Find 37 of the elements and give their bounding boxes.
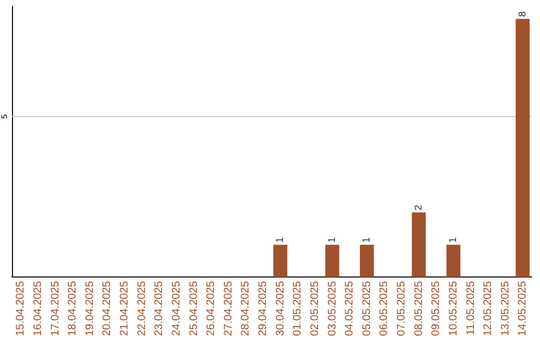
x-tick-label: 16.04.2025 [32, 280, 44, 336]
x-tick-label: 15.04.2025 [14, 280, 27, 336]
data-label: 1 [275, 236, 286, 243]
x-tick-label: 17.04.2025 [49, 280, 62, 336]
ref-line-label: 5 [0, 114, 10, 119]
x-tick-label: 07.05.2025 [396, 280, 408, 336]
data-label: 8 [517, 10, 528, 17]
x-tick-label: 19.04.2025 [84, 280, 96, 336]
x-tick-label: 21.04.2025 [118, 280, 131, 336]
x-tick-label: 10.05.2025 [447, 280, 460, 336]
x-tick-label: 24.04.2025 [170, 280, 182, 336]
x-tick-label: 30.04.2025 [274, 280, 286, 336]
x-tick-label: 08.05.2025 [412, 280, 425, 336]
x-tick-label: 22.04.2025 [136, 280, 148, 336]
data-label: 2 [414, 204, 425, 210]
x-tick-label: 20.04.2025 [101, 280, 114, 336]
x-tick-label: 23.04.2025 [153, 280, 166, 336]
x-tick-label: 14.05.2025 [516, 280, 529, 336]
data-label: 1 [327, 236, 338, 243]
x-tick-label: 28.04.2025 [240, 280, 252, 336]
data-label: 1 [448, 236, 460, 243]
x-tick-label: 05.05.2025 [360, 280, 373, 336]
x-tick-label: 25.04.2025 [188, 280, 200, 336]
x-tick-label: 01.05.2025 [292, 280, 304, 336]
data-label: 1 [362, 236, 373, 243]
x-tick-label: 29.04.2025 [257, 280, 270, 336]
x-tick-label: 03.05.2025 [326, 280, 338, 336]
x-tick-label: 11.05.2025 [464, 280, 477, 336]
x-tick-label: 04.05.2025 [344, 280, 356, 336]
x-tick-label: 27.04.2025 [222, 280, 234, 336]
x-tick-label: 06.05.2025 [378, 280, 390, 336]
x-tick-label: 18.04.2025 [66, 280, 79, 336]
x-tick-label: 13.05.2025 [499, 280, 512, 336]
x-tick-label: 12.05.2025 [482, 280, 494, 336]
x-tick-label: 09.05.2025 [430, 280, 442, 336]
x-tick-label: 02.05.2025 [308, 280, 321, 336]
x-tick-label: 26.04.2025 [205, 280, 218, 336]
